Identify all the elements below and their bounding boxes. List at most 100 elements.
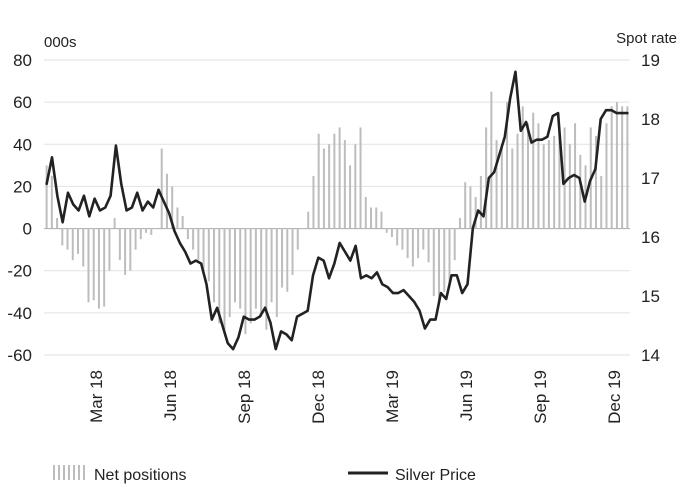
net-positions-bar (537, 123, 540, 229)
net-positions-bar (160, 148, 163, 229)
net-positions-bar (254, 228, 257, 309)
left-tick-label: 60 (13, 93, 32, 112)
net-positions-bar (610, 106, 613, 229)
net-positions-bar (202, 228, 205, 271)
net-positions-bar (469, 186, 472, 229)
net-positions-bar (485, 127, 488, 229)
net-positions-bar (207, 228, 210, 282)
net-positions-bar (385, 228, 388, 233)
x-tick-label: Jun 19 (457, 370, 476, 421)
net-positions-bar (338, 127, 341, 229)
net-positions-bar (558, 131, 561, 229)
net-positions-bar (547, 140, 550, 229)
legend-silver-price-label: Silver Price (395, 467, 476, 484)
net-positions-bar (103, 228, 106, 307)
net-positions-bar (186, 228, 189, 240)
net-positions-bar (286, 228, 289, 292)
legend-net-positions-swatch (53, 465, 85, 480)
net-positions-bars (45, 91, 629, 334)
net-positions-bar (124, 228, 127, 275)
net-positions-bar (553, 135, 556, 229)
silver-price-line-group (45, 70, 629, 351)
net-positions-bar (474, 196, 477, 229)
net-positions-bar (228, 228, 231, 318)
net-positions-bar (150, 228, 153, 235)
right-tick-label: 16 (641, 228, 660, 247)
net-positions-bar (506, 102, 509, 229)
net-positions-bar (260, 228, 263, 318)
net-positions-bar (516, 133, 519, 229)
net-positions-bar (438, 228, 441, 305)
net-positions-bar (197, 228, 200, 261)
net-positions-bar (542, 144, 545, 229)
net-positions-bar (364, 196, 367, 229)
left-tick-label: 80 (13, 51, 32, 70)
net-positions-bar (495, 140, 498, 229)
net-positions-bar (390, 228, 393, 237)
x-tick-label: Mar 19 (383, 370, 402, 423)
net-positions-bar (354, 144, 357, 229)
x-axis-ticks: Mar 18 Jun 18 Sep 18 Dec 18 Mar 19 Jun 19 Sep … (87, 370, 624, 424)
x-tick-label: Sep 19 (531, 370, 550, 424)
right-tick-label: 14 (641, 346, 660, 365)
right-tick-label: 18 (641, 110, 660, 129)
net-positions-bar (218, 228, 221, 324)
net-positions-bar (307, 211, 310, 229)
x-tick-label: Dec 19 (605, 370, 624, 424)
net-positions-bar (322, 148, 325, 229)
x-tick-label: Mar 18 (87, 370, 106, 423)
net-positions-bar (328, 144, 331, 229)
net-positions-bar (50, 175, 53, 229)
net-positions-bar (171, 186, 174, 229)
left-tick-label: 0 (23, 220, 32, 239)
net-positions-bar (594, 135, 597, 229)
net-positions-bar (427, 228, 430, 263)
right-tick-label: 17 (641, 169, 660, 188)
net-positions-bar (97, 228, 100, 309)
x-tick-label: Jun 18 (161, 370, 180, 421)
right-tick-label: 19 (641, 51, 660, 70)
net-positions-bar (458, 218, 461, 229)
net-positions-bar (396, 228, 399, 246)
net-positions-bar (165, 173, 168, 229)
left-axis-ticks: 80 60 40 20 0 -20 -40 -60 (7, 51, 32, 365)
left-axis-unit: 000s (44, 34, 77, 51)
net-positions-bar (118, 228, 121, 261)
left-tick-label: -60 (7, 346, 32, 365)
net-positions-bar (563, 127, 566, 229)
net-positions-bar (87, 228, 90, 303)
silver-price-line (45, 70, 629, 351)
net-positions-bar (239, 228, 242, 309)
net-positions-bar (249, 228, 252, 324)
net-positions-bar (92, 228, 95, 301)
net-positions-bar (406, 228, 409, 259)
net-positions-bar (296, 228, 299, 250)
net-positions-bar (333, 133, 336, 229)
net-positions-bar (301, 228, 304, 230)
net-positions-bar (145, 228, 148, 233)
net-positions-bar (281, 228, 284, 288)
net-positions-bar (370, 207, 373, 229)
net-positions-bar (511, 148, 514, 229)
net-positions-bar (113, 218, 116, 229)
net-positions-bar (317, 133, 320, 229)
net-positions-bar (490, 91, 493, 229)
net-positions-bar (134, 228, 137, 250)
net-positions-bar (181, 215, 184, 229)
net-positions-bar (380, 211, 383, 229)
net-positions-bar (453, 228, 456, 261)
net-positions-bar (615, 102, 618, 229)
net-positions-bar (176, 207, 179, 229)
net-positions-bar (265, 228, 268, 330)
net-positions-bar (56, 218, 59, 229)
net-positions-bar (244, 228, 247, 334)
legend: Net positions Silver Price (53, 465, 476, 484)
net-positions-bar (359, 127, 362, 229)
left-tick-label: -20 (7, 262, 32, 281)
net-positions-bar (270, 228, 273, 303)
net-positions-bar (61, 228, 64, 246)
net-positions-bar (155, 228, 158, 230)
net-positions-bar (443, 228, 446, 292)
net-positions-bar (568, 144, 571, 229)
net-positions-bar (521, 106, 524, 229)
